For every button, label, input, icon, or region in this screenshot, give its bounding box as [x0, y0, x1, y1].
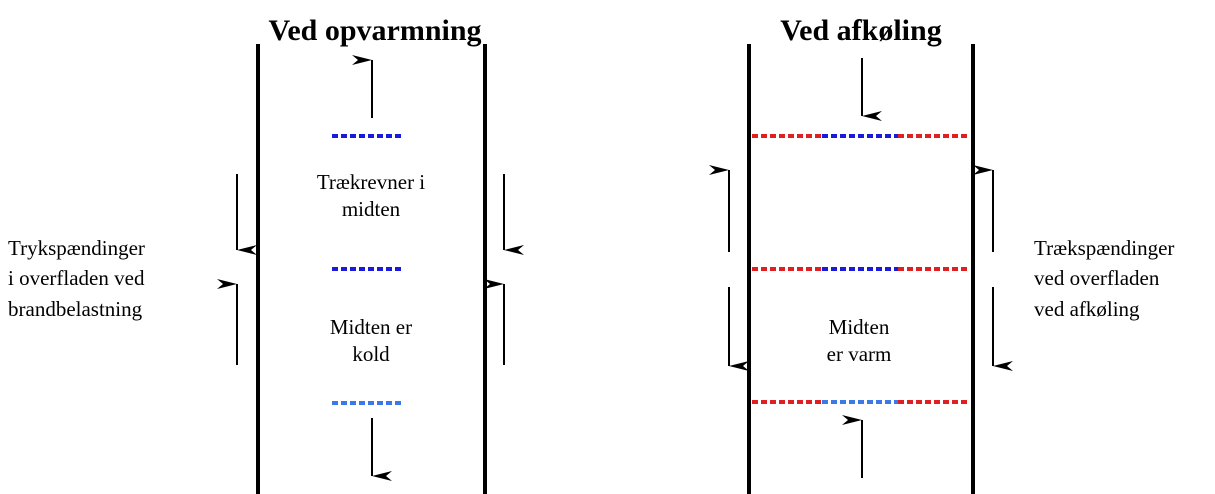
right-panel: Ved afkøling Midten er varm Trækspæ	[709, 14, 1174, 494]
right-side-label-line3: ved afkøling	[1034, 297, 1140, 321]
right-warm-label-line1: Midten	[829, 315, 890, 339]
left-cold-label-line2: kold	[352, 342, 390, 366]
right-title: Ved afkøling	[780, 14, 941, 47]
left-crack-label-line2: midten	[342, 197, 401, 221]
left-panel: Ved opvarmning Trækrevner i midten Midte…	[8, 14, 524, 494]
left-side-label-line2: i overfladen ved	[8, 266, 145, 290]
left-cold-label-line1: Midten er	[330, 315, 412, 339]
right-side-label-line2: ved overfladen	[1034, 266, 1160, 290]
right-warm-label-line2: er varm	[827, 342, 892, 366]
left-title: Ved opvarmning	[268, 14, 481, 47]
left-side-label-line1: Trykspændinger	[8, 236, 145, 260]
left-side-label-line3: brandbelastning	[8, 297, 143, 321]
right-side-label-line1: Trækspændinger	[1034, 236, 1174, 260]
left-crack-label-line1: Trækrevner i	[317, 170, 425, 194]
